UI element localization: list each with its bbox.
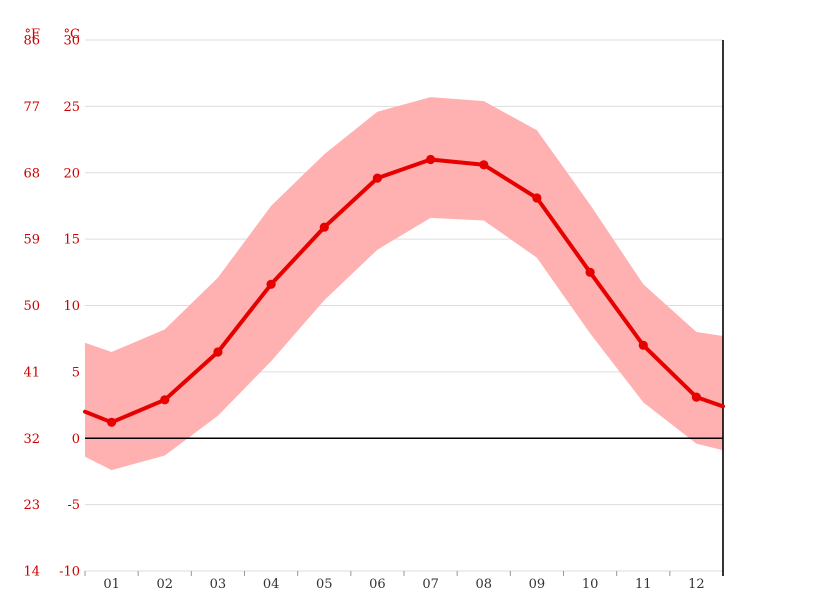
y-tick-label-celsius: 10 [63, 299, 80, 314]
y-tick-label-celsius: 25 [63, 100, 80, 115]
y-tick-label-celsius: 0 [72, 432, 80, 447]
mean-temperature-point [691, 392, 702, 402]
y-tick-label-fahrenheit: 77 [23, 100, 40, 115]
y-tick-label-celsius: 30 [63, 34, 80, 49]
mean-temperature-point [266, 279, 276, 289]
mean-temperature-point [160, 395, 170, 405]
mean-temperature-point [585, 267, 595, 277]
x-tick-label-month: 08 [476, 577, 493, 592]
y-tick-label-fahrenheit: 50 [23, 299, 40, 314]
x-tick-label-month: 03 [210, 577, 227, 592]
y-tick-label-celsius: 5 [72, 365, 80, 380]
y-tick-label-fahrenheit: 86 [23, 34, 40, 49]
x-tick-label-month: 02 [157, 577, 174, 592]
mean-temperature-point [372, 173, 382, 183]
y-tick-label-celsius: -10 [59, 565, 80, 580]
y-tick-label-fahrenheit: 32 [23, 432, 40, 447]
x-tick-label-month: 01 [103, 577, 120, 592]
y-tick-label-fahrenheit: 23 [23, 498, 40, 513]
mean-temperature-point [107, 417, 117, 427]
mean-temperature-point [479, 160, 489, 170]
x-tick-label-month: 05 [316, 577, 333, 592]
mean-temperature-point [213, 347, 223, 357]
y-tick-label-fahrenheit: 68 [23, 166, 40, 181]
fahrenheit-unit-label: °F [24, 27, 40, 42]
x-tick-label-month: 04 [263, 577, 280, 592]
x-tick-label-month: 12 [688, 577, 705, 592]
mean-temperature-point [319, 222, 329, 232]
celsius-unit-label: °C [63, 27, 80, 42]
y-tick-label-celsius: -5 [67, 498, 80, 513]
temperature-range-band [85, 97, 723, 471]
y-tick-label-fahrenheit: 59 [23, 233, 40, 248]
x-tick-label-month: 11 [635, 577, 652, 592]
mean-temperature-line [83, 157, 725, 425]
mean-temperature-point [426, 154, 436, 165]
mean-temperature-point [638, 340, 648, 350]
y-tick-label-fahrenheit: 14 [23, 565, 40, 580]
x-tick-label-month: 10 [582, 577, 599, 592]
y-tick-label-celsius: 15 [63, 233, 80, 248]
mean-temperature-point [532, 193, 542, 203]
y-tick-label-celsius: 20 [63, 166, 80, 181]
y-tick-label-fahrenheit: 41 [23, 365, 40, 380]
x-tick-label-month: 06 [369, 577, 386, 592]
x-tick-label-month: 09 [529, 577, 546, 592]
x-tick-label-month: 07 [422, 577, 439, 592]
